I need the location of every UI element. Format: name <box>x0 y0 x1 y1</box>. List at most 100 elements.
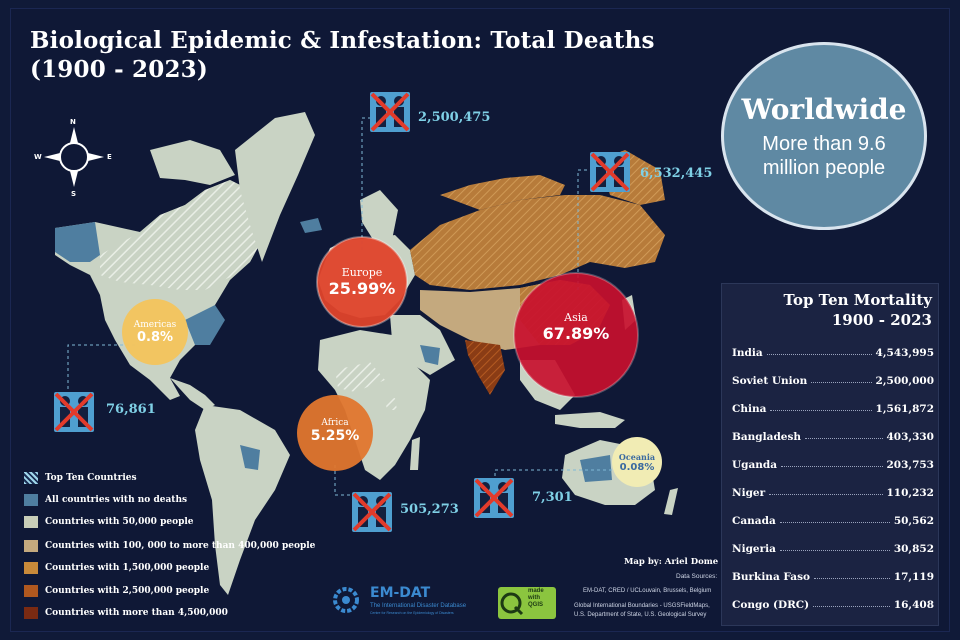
legend-item-no-deaths: All countries with no deaths <box>24 493 187 507</box>
row-leader <box>805 438 883 439</box>
row-value: 203,753 <box>886 459 935 471</box>
row-value: 50,562 <box>893 515 934 527</box>
row-leader <box>814 578 890 579</box>
oceania-label-group: Oceania 0.08% <box>612 452 662 473</box>
legend-item-100000-400000: Countries with 100, 000 to more than 400… <box>24 539 315 553</box>
row-leader <box>779 550 890 551</box>
row-leader <box>766 354 872 355</box>
legend-swatch <box>24 585 38 597</box>
row-value: 4,543,995 <box>875 347 934 359</box>
row-country: Soviet Union <box>732 375 808 387</box>
europe-leader <box>361 117 376 250</box>
asia-name: Asia <box>564 311 588 324</box>
row-value: 1,561,872 <box>875 403 934 415</box>
source-line-3: U.S. Department of State, U.S. Geologica… <box>574 612 707 618</box>
legend-label: Top Ten Countries <box>45 473 137 483</box>
row-country: Congo (DRC) <box>732 599 810 611</box>
compass-south-label: S <box>71 190 77 198</box>
africa-deaths: 505,273 <box>400 502 459 517</box>
russia-shape <box>410 195 665 290</box>
legend-label: Countries with more than 4,500,000 <box>45 608 228 618</box>
emdat-logo-subtitle: The International Disaster Database <box>370 603 467 609</box>
row-country: India <box>732 347 763 359</box>
top-ten-row: China 1,561,872 <box>732 399 934 415</box>
source-line-1: EM-DAT, CRED / UCLouvain, Brussels, Belg… <box>583 588 712 594</box>
death-icon-asia <box>590 152 630 192</box>
scandinavia-shape <box>360 190 398 240</box>
legend-label: Countries with 100, 000 to more than 400… <box>45 541 316 551</box>
death-icon-europe <box>370 92 410 132</box>
row-country: China <box>732 403 767 415</box>
asia-pct: 67.89% <box>542 324 610 343</box>
indonesia-shape <box>555 412 625 428</box>
compass-rose-icon <box>44 127 104 187</box>
oceania-pct: 0.08% <box>619 462 655 473</box>
legend-label: Countries with 50,000 people <box>45 517 194 527</box>
top-ten-row: Nigeria 30,852 <box>732 539 934 555</box>
americas-bubble <box>122 299 188 365</box>
americas-leader <box>67 344 135 395</box>
row-value: 16,408 <box>893 599 934 611</box>
asia-bubble <box>513 272 639 398</box>
usa-east-shape <box>185 305 225 345</box>
row-leader <box>779 522 890 523</box>
legend-item-2500000: Countries with 2,500,000 people <box>24 584 209 598</box>
row-leader <box>770 410 872 411</box>
oceania-leader <box>494 469 612 480</box>
top-ten-title: Top Ten Mortality 1900 - 2023 <box>722 290 938 330</box>
row-leader <box>813 606 890 607</box>
row-country: Nigeria <box>732 543 776 555</box>
africa-name: Africa <box>321 418 349 428</box>
legend-item-1500000: Countries with 1,500,000 people <box>24 561 209 575</box>
uganda-shape <box>385 398 397 410</box>
madagascar-shape <box>410 437 420 470</box>
compass-north-label: N <box>70 118 76 126</box>
worldwide-circle: Worldwide More than 9.6 million people <box>721 42 927 230</box>
death-icon-africa <box>352 492 392 532</box>
row-value: 30,852 <box>893 543 934 555</box>
oceania-deaths: 7,301 <box>532 490 573 505</box>
top-ten-row: Bangladesh 403,330 <box>732 427 934 443</box>
africa-leader <box>334 465 350 496</box>
greenland-shape <box>235 112 315 262</box>
compass-east-label: E <box>107 153 112 161</box>
worldwide-title: Worldwide <box>741 92 907 126</box>
emdat-logo-icon <box>333 587 359 613</box>
row-country: Uganda <box>732 459 778 471</box>
africa-bubble <box>297 395 373 471</box>
australia-blue-shape <box>580 455 612 482</box>
legend-swatch <box>24 494 38 506</box>
iceland-shape <box>300 218 322 233</box>
row-leader <box>781 466 883 467</box>
legend-item-4500000: Countries with more than 4,500,000 <box>24 606 228 620</box>
americas-name: Americas <box>133 320 177 330</box>
sahel-hatch <box>335 362 385 392</box>
americas-deaths: 76,861 <box>106 402 156 417</box>
americas-label-group: Americas 0.8% <box>122 320 188 345</box>
canada-hatch <box>100 180 262 290</box>
infographic-title: Biological Epidemic & Infestation: Total… <box>30 26 655 84</box>
europe-bubble <box>316 236 408 328</box>
alaska-shape <box>55 222 100 262</box>
legend-swatch <box>24 472 38 484</box>
qgis-badge-text: made with QGIS <box>528 588 544 609</box>
qgis-line-2: with <box>528 595 540 601</box>
row-value: 403,330 <box>886 431 935 443</box>
top-ten-row: Burkina Faso 17,119 <box>732 567 934 583</box>
row-leader <box>811 382 872 383</box>
oceania-bubble <box>612 437 662 487</box>
americas-pct: 0.8% <box>136 330 174 345</box>
legend-swatch <box>24 516 38 528</box>
qgis-line-1: made <box>528 588 544 594</box>
arabia-blue-shape <box>420 345 440 365</box>
row-country: Bangladesh <box>732 431 802 443</box>
legend-item-50000: Countries with 50,000 people <box>24 515 194 529</box>
map-author: Map by: Ariel Dome <box>624 557 719 567</box>
emdat-logo-subtitle-2: Centre for Research on the Epidemiology … <box>370 611 454 615</box>
legend-label: Countries with 1,500,000 people <box>45 563 210 573</box>
top-ten-row: India 4,543,995 <box>732 343 934 359</box>
new-zealand-shape <box>664 488 678 515</box>
legend-label: All countries with no deaths <box>45 495 188 505</box>
legend-swatch <box>24 562 38 574</box>
qgis-line-3: QGIS <box>528 602 544 608</box>
